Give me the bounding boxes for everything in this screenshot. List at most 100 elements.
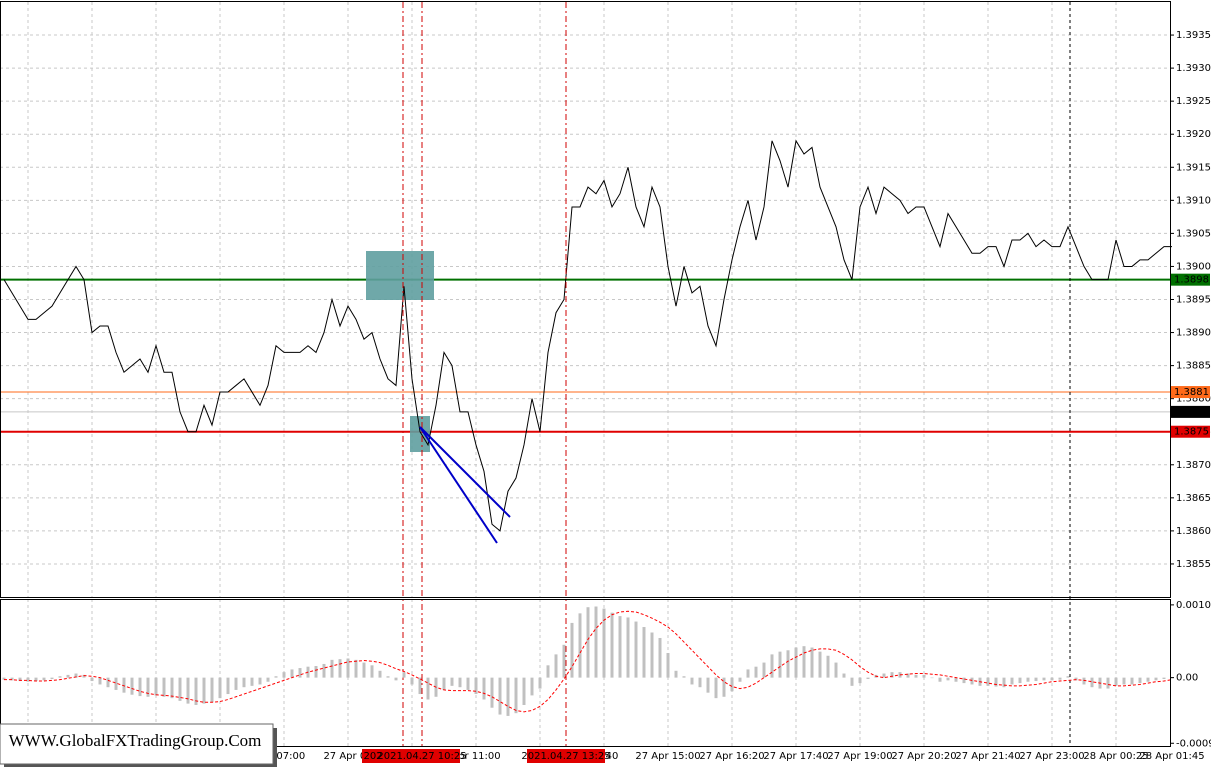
- marker-label-bg: [384, 749, 460, 763]
- histogram-bar: [778, 651, 782, 678]
- histogram-bar: [714, 677, 718, 699]
- histogram-bar: [1074, 677, 1078, 681]
- histogram-bar: [650, 632, 654, 678]
- watermark-text: WWW.GlobalFXTradingGroup.Com: [9, 731, 262, 750]
- histogram-bar: [762, 662, 766, 678]
- x-tick-label: 27 Apr 23:00: [1019, 751, 1084, 762]
- histogram-bar: [1010, 677, 1014, 685]
- histogram-bar: [58, 676, 62, 678]
- histogram-bar: [498, 677, 502, 715]
- histogram-bar: [1082, 677, 1086, 685]
- histogram-bar: [154, 677, 158, 696]
- histogram-bar: [266, 677, 270, 682]
- histogram-bar: [1130, 677, 1134, 685]
- level-label-bg: [1171, 273, 1210, 286]
- y-tick-label: 1.3895: [1176, 295, 1211, 306]
- histogram-bar: [170, 677, 174, 699]
- histogram-bar: [1106, 677, 1110, 689]
- histogram-bar: [354, 659, 358, 678]
- histogram-bar: [890, 672, 894, 678]
- histogram-bar: [930, 677, 934, 679]
- y-tick-label: 1.3870: [1176, 460, 1211, 471]
- histogram-bar: [514, 677, 518, 714]
- histogram-bar: [842, 673, 846, 678]
- histogram-bar: [698, 677, 702, 688]
- marker-label: 2021.04.27 10:25: [377, 751, 466, 762]
- histogram-bar: [666, 653, 670, 678]
- histogram-bar: [690, 677, 694, 685]
- histogram-bar: [162, 677, 166, 697]
- histogram-bar: [602, 608, 606, 678]
- histogram-bar: [82, 674, 86, 678]
- histogram-bar: [962, 677, 966, 684]
- y-tick-label: 1.3920: [1176, 129, 1211, 140]
- histogram-bar: [770, 654, 774, 678]
- histogram-bar: [554, 654, 558, 678]
- histogram-bar: [530, 677, 534, 696]
- histogram-bar: [466, 677, 470, 690]
- marker-label-bg: [362, 749, 384, 763]
- y-tick-label: 1.3855: [1176, 559, 1211, 570]
- histogram-bar: [1066, 676, 1070, 678]
- histogram-bar: [18, 677, 22, 682]
- histogram-bar: [834, 662, 838, 678]
- zone-box: [410, 416, 430, 452]
- histogram-bar: [210, 677, 214, 703]
- histogram-bar: [682, 676, 686, 678]
- histogram-bar: [1002, 677, 1006, 688]
- histogram-bar: [610, 612, 614, 678]
- histogram-bar: [258, 677, 262, 685]
- histogram-bar: [106, 677, 110, 688]
- histogram-bar: [882, 673, 886, 678]
- x-tick-label: 27 Apr 20:20: [891, 751, 956, 762]
- histogram-bar: [234, 677, 238, 690]
- histogram-bar: [426, 677, 430, 700]
- histogram-bar: [642, 627, 646, 678]
- histogram-bar: [282, 672, 286, 678]
- histogram-bar: [10, 677, 14, 681]
- level-label: 1.3881: [1174, 387, 1209, 398]
- x-tick-label: 27 Apr 21:40: [955, 751, 1020, 762]
- x-tick-label: 28 Apr 01:45: [1139, 751, 1204, 762]
- histogram-bar: [522, 677, 526, 705]
- histogram-bar: [938, 677, 942, 682]
- histogram-bar: [50, 677, 54, 679]
- histogram-bar: [970, 677, 974, 685]
- histogram-bar: [906, 673, 910, 678]
- y-tick-label: 1.3865: [1176, 493, 1211, 504]
- marker-label: 2021.04.27 13:25: [521, 751, 610, 762]
- histogram-bar: [786, 650, 790, 678]
- histogram-bar: [1058, 677, 1062, 680]
- y-tick-label: 1.3930: [1176, 63, 1211, 74]
- signal-line: [4, 610, 1173, 713]
- histogram-bar: [826, 655, 830, 678]
- x-tick-label: 27 Apr 17:40: [763, 751, 828, 762]
- plot: [2, 2, 1174, 747]
- histogram-bar: [618, 616, 622, 678]
- histogram-bar: [1138, 677, 1142, 684]
- histogram-bar: [738, 677, 742, 682]
- level-label: 1.3878: [1174, 407, 1209, 418]
- histogram-bar: [410, 677, 414, 685]
- histogram-bar: [298, 668, 302, 678]
- histogram-bar: [506, 677, 510, 716]
- histogram-bar: [458, 677, 462, 688]
- level-label: 1.3875: [1174, 427, 1209, 438]
- histogram-bar: [378, 670, 382, 678]
- histogram-bar: [1042, 677, 1046, 681]
- histogram-bar: [114, 677, 118, 690]
- y-tick-label: 1.3905: [1176, 228, 1211, 239]
- x-tick-label: 27 Apr 08: [323, 751, 372, 762]
- histogram-bar: [490, 677, 494, 708]
- y-tick-label: 1.3935: [1176, 30, 1211, 41]
- histogram-bar: [194, 677, 198, 705]
- histogram-bar: [130, 677, 134, 695]
- histogram-bar: [866, 677, 870, 679]
- watermark-box: [0, 723, 274, 765]
- histogram-bar: [138, 677, 142, 697]
- histogram-bar: [722, 677, 726, 697]
- histogram-bar: [754, 666, 758, 678]
- histogram-bar: [186, 677, 190, 704]
- x-tick-label: Apr 11:00: [451, 751, 500, 762]
